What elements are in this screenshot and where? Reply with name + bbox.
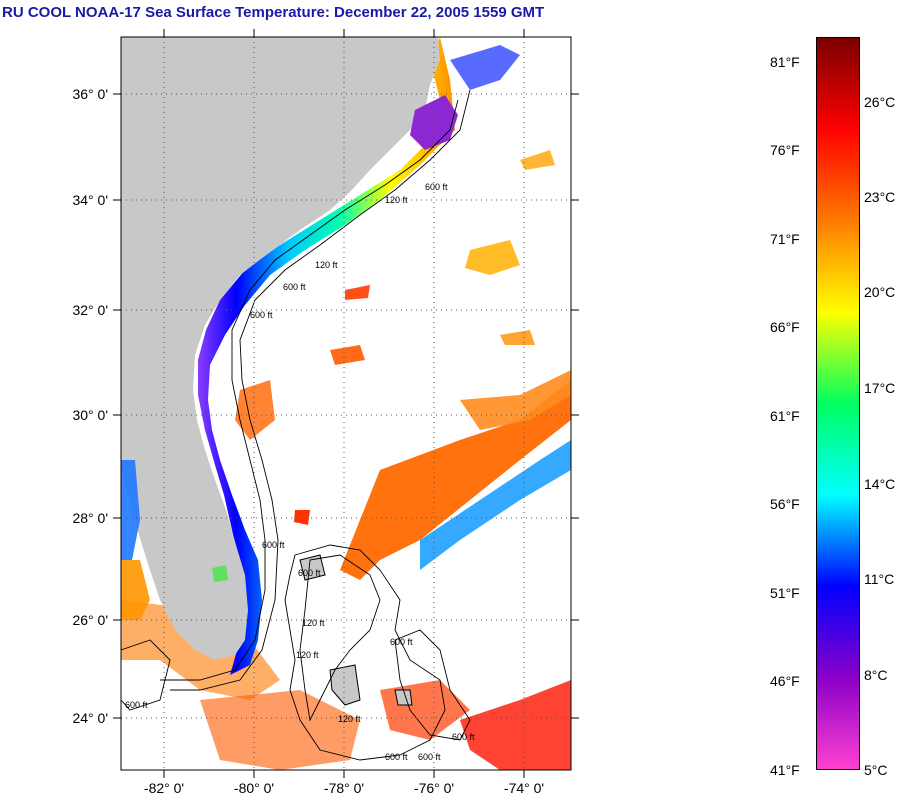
colorbar-f-label: 41°F <box>770 762 800 778</box>
tick-marks <box>113 29 579 778</box>
lake <box>212 565 228 582</box>
lat-label: 26° 0' <box>72 612 108 628</box>
depth-label: 600 ft <box>298 568 321 578</box>
lat-label: 30° 0' <box>72 407 108 423</box>
lon-label: -80° 0' <box>234 780 274 796</box>
graticule <box>121 37 571 770</box>
depth-label: 600 ft <box>283 282 306 292</box>
depth-label: 120 ft <box>296 650 319 660</box>
depth-label: 600 ft <box>385 752 408 762</box>
colorbar-c-label: 26°C <box>864 94 896 110</box>
colorbar-c-label: 11°C <box>864 571 895 587</box>
colorbar-f-label: 66°F <box>770 319 800 335</box>
colorbar-c-label: 17°C <box>864 380 896 396</box>
lon-label: -74° 0' <box>504 780 544 796</box>
islands <box>299 554 413 706</box>
lon-label: -76° 0' <box>414 780 454 796</box>
colorbar-c-label: 14°C <box>864 476 896 492</box>
land-florida-west-warm <box>121 560 150 620</box>
depth-label: 600 ft <box>262 540 285 550</box>
land-florida-west <box>121 460 140 560</box>
lat-label: 28° 0' <box>72 510 108 526</box>
colorbar-c-label: 23°C <box>864 189 896 205</box>
depth-label: 120 ft <box>302 618 325 628</box>
lat-label: 36° 0' <box>72 86 108 102</box>
latitude-labels: 36° 0' 34° 0' 32° 0' 30° 0' 28° 0' 26° 0… <box>72 86 108 726</box>
depth-label: 120 ft <box>385 195 408 205</box>
depth-label: 600 ft <box>390 637 413 647</box>
colorbar-f-label: 81°F <box>770 54 800 70</box>
temperature-colorbar <box>816 37 860 770</box>
lon-label: -78° 0' <box>324 780 364 796</box>
depth-labels: 120 ft 600 ft 120 ft 600 ft 600 ft 600 f… <box>125 182 475 762</box>
land-mainland <box>121 37 440 660</box>
lon-label: -82° 0' <box>144 780 184 796</box>
colorbar-c-label: 8°C <box>864 667 888 683</box>
depth-label: 120 ft <box>338 714 361 724</box>
depth-label: 600 ft <box>425 182 448 192</box>
colorbar-f-label: 76°F <box>770 142 800 158</box>
colorbar-c-label: 20°C <box>864 284 896 300</box>
colorbar-f-label: 56°F <box>770 496 800 512</box>
page-title: RU COOL NOAA-17 Sea Surface Temperature:… <box>2 4 545 21</box>
depth-label: 600 ft <box>418 752 441 762</box>
depth-label: 600 ft <box>452 732 475 742</box>
depth-label: 600 ft <box>125 700 148 710</box>
lat-label: 32° 0' <box>72 302 108 318</box>
map-border <box>120 36 572 771</box>
lat-label: 24° 0' <box>72 710 108 726</box>
lat-label: 34° 0' <box>72 192 108 208</box>
colorbar-f-label: 51°F <box>770 585 800 601</box>
colorbar-c-label: 5°C <box>864 762 888 778</box>
depth-contours <box>121 89 471 761</box>
colorbar-f-label: 46°F <box>770 673 800 689</box>
longitude-labels: -82° 0' -80° 0' -78° 0' -76° 0' -74° 0' <box>144 780 544 796</box>
colorbar-f-label: 71°F <box>770 231 800 247</box>
colorbar-f-label: 61°F <box>770 408 800 424</box>
depth-label: 600 ft <box>250 310 273 320</box>
depth-label: 120 ft <box>315 260 338 270</box>
